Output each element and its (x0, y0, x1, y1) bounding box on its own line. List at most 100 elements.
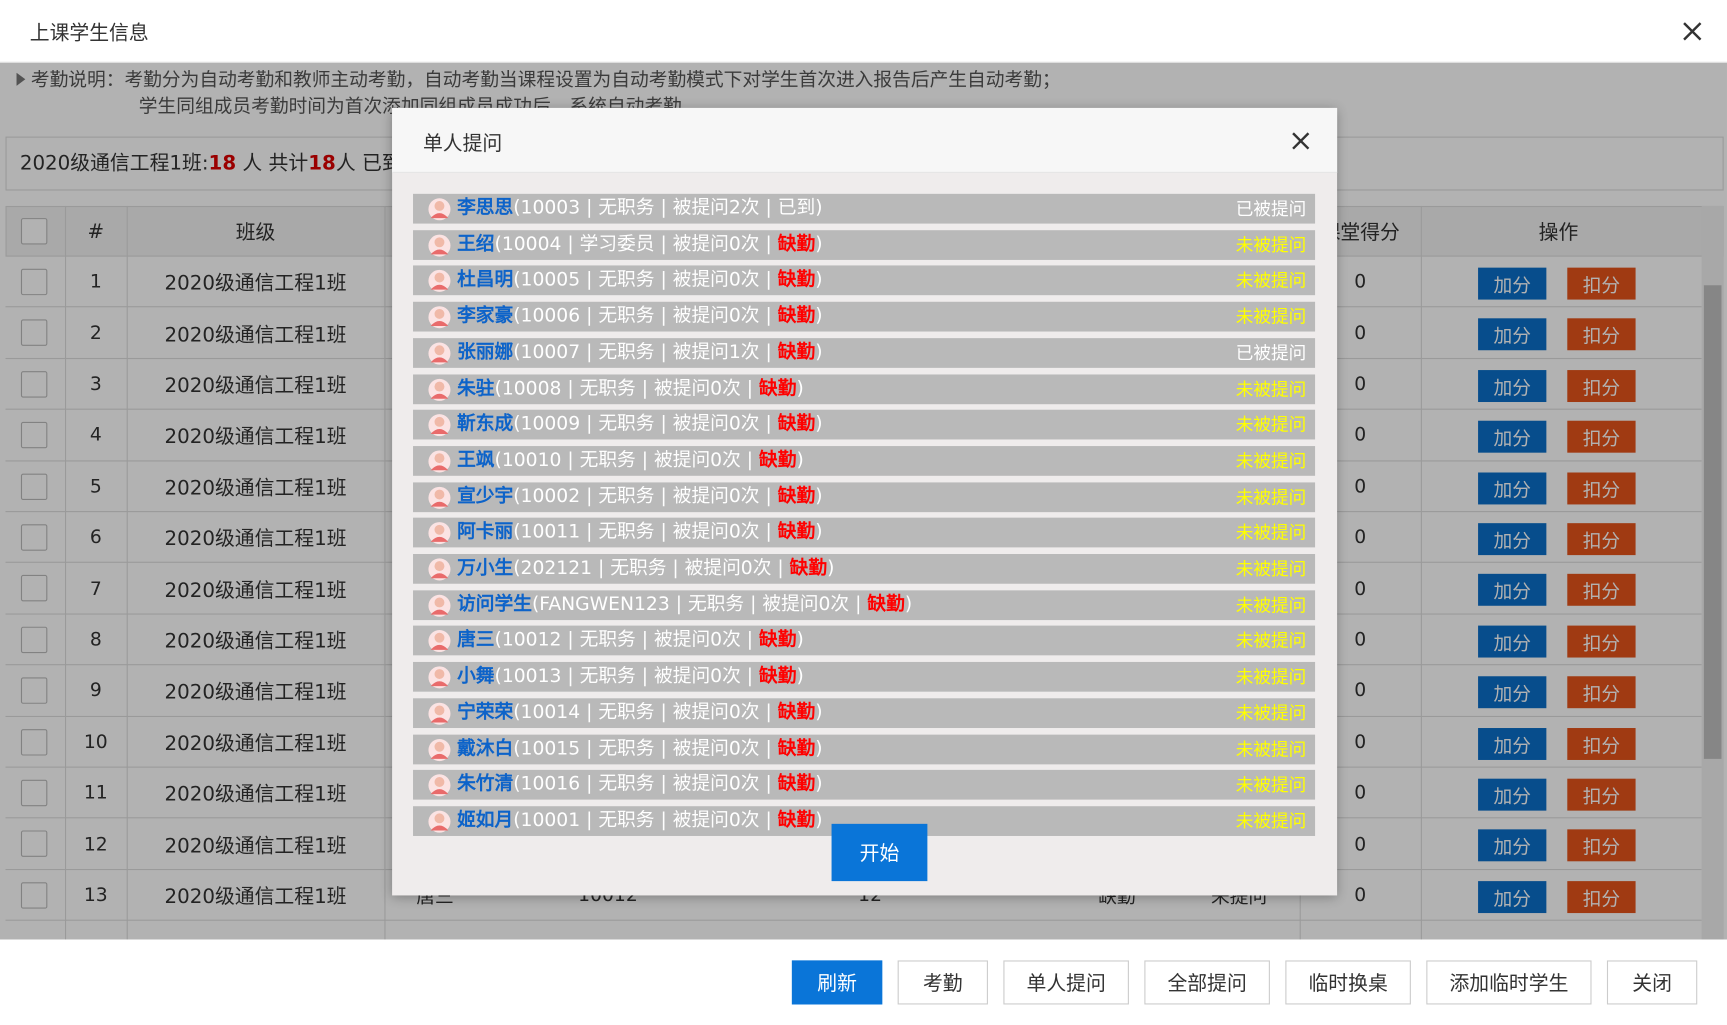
start-button[interactable]: 开始 (831, 823, 928, 882)
add-button[interactable]: 加分 (1478, 472, 1547, 504)
footer-button[interactable]: 全部提问 (1144, 960, 1270, 1005)
student-item[interactable]: 宁荣荣(10014 | 无职务 | 被提问0次 | 缺勤) 未被提问 (413, 698, 1316, 728)
student-item[interactable]: 张丽娜(10007 | 无职务 | 被提问1次 | 缺勤) 已被提问 (413, 337, 1316, 368)
deduct-button[interactable]: 扣分 (1567, 574, 1636, 607)
checkbox[interactable] (20, 779, 48, 807)
row-index: 1 (89, 271, 102, 294)
student-detail: (10013 | 无职务 | 被提问0次 | (494, 665, 760, 688)
footer-button[interactable]: 单人提问 (1003, 960, 1129, 1005)
add-button[interactable]: 加分 (1478, 318, 1547, 351)
student-item[interactable]: 戴沐白(10015 | 无职务 | 被提问0次 | 缺勤) 未被提问 (413, 734, 1316, 764)
deduct-button[interactable]: 扣分 (1567, 676, 1636, 709)
add-button[interactable]: 加分 (1478, 523, 1547, 556)
scroll-thumb[interactable] (1703, 285, 1722, 759)
row-index: 3 (89, 373, 102, 396)
student-item[interactable]: 朱竹清(10016 | 无职务 | 被提问0次 | 缺勤) 未被提问 (413, 770, 1316, 800)
add-button[interactable]: 加分 (1478, 778, 1547, 811)
notice-arrow (15, 72, 26, 91)
deduct-button[interactable]: 扣分 (1567, 829, 1636, 862)
deduct-button[interactable]: 扣分 (1567, 880, 1636, 913)
avatar (428, 774, 451, 797)
checkbox[interactable] (20, 575, 48, 602)
student-item[interactable]: 小舞(10013 | 无职务 | 被提问0次 | 缺勤) 未被提问 (413, 662, 1316, 692)
close-button[interactable] (1682, 21, 1703, 42)
add-button[interactable]: 加分 (1478, 625, 1547, 658)
question-state: 未被提问 (1235, 738, 1307, 760)
footer-button[interactable]: 关闭 (1606, 960, 1698, 1005)
deduct-button[interactable]: 扣分 (1567, 625, 1636, 658)
question-state: 未被提问 (1235, 486, 1307, 508)
class-name: 2020级通信工程1班 (164, 885, 347, 909)
add-button[interactable]: 加分 (1478, 420, 1547, 453)
add-button[interactable]: 加分 (1478, 574, 1547, 607)
student-name: 王绍 (457, 233, 495, 256)
deduct-button[interactable]: 扣分 (1567, 420, 1636, 453)
student-item[interactable]: 王飒(10010 | 无职务 | 被提问0次 | 缺勤) 未被提问 (413, 445, 1316, 476)
modal-title: 单人提问 (422, 132, 503, 156)
column-header: 班级 (235, 221, 276, 245)
student-item[interactable]: 万小生(202121 | 无职务 | 被提问0次 | 缺勤) 未被提问 (413, 554, 1316, 584)
column-divider (384, 205, 386, 940)
score: 0 (1354, 782, 1367, 805)
add-button[interactable]: 加分 (1478, 880, 1547, 913)
add-button[interactable]: 加分 (1478, 676, 1547, 709)
student-detail: ) (815, 485, 823, 508)
deduct-button[interactable]: 扣分 (1567, 523, 1636, 556)
column-divider (126, 205, 128, 940)
question-state: 已被提问 (1235, 198, 1307, 220)
student-detail: ) (796, 629, 804, 652)
checkbox[interactable] (20, 319, 48, 347)
footer-button[interactable]: 考勤 (897, 960, 988, 1005)
checkbox[interactable] (20, 677, 48, 705)
student-detail: ) (796, 377, 804, 400)
student-item[interactable]: 李思思(10003 | 无职务 | 被提问2次 | 已到) 已被提问 (413, 193, 1316, 224)
row-index: 10 (83, 731, 108, 754)
class-name: 2020级通信工程1班 (164, 732, 347, 756)
checkbox[interactable] (20, 830, 48, 858)
deduct-button[interactable]: 扣分 (1567, 778, 1636, 811)
student-item[interactable]: 李家豪(10006 | 无职务 | 被提问0次 | 缺勤) 未被提问 (413, 301, 1316, 332)
add-button[interactable]: 加分 (1478, 369, 1547, 402)
attendance-status: 缺勤 (777, 737, 816, 760)
checkbox[interactable] (20, 370, 48, 398)
student-item[interactable]: 访问学生(FANGWEN123 | 无职务 | 被提问0次 | 缺勤) 未被提问 (413, 590, 1316, 620)
student-item[interactable]: 唐三(10012 | 无职务 | 被提问0次 | 缺勤) 未被提问 (413, 626, 1316, 656)
question-state: 未被提问 (1235, 810, 1307, 832)
add-button[interactable]: 加分 (1478, 829, 1547, 862)
checkbox[interactable] (20, 473, 48, 500)
student-item[interactable]: 姬如月(10001 | 无职务 | 被提问0次 | 缺勤) 未被提问 (413, 806, 1316, 836)
footer-button[interactable]: 临时换桌 (1285, 960, 1411, 1005)
checkbox[interactable] (20, 268, 48, 296)
deduct-button[interactable]: 扣分 (1567, 318, 1636, 351)
notice-text: 考勤分为自动考勤和教师主动考勤，自动考勤当课程设置为自动考勤模式下对学生首次进入… (124, 69, 1061, 92)
row-index: 12 (83, 833, 108, 856)
checkbox[interactable] (20, 524, 48, 551)
deduct-button[interactable]: 扣分 (1567, 472, 1636, 504)
deduct-button[interactable]: 扣分 (1567, 369, 1636, 402)
student-detail: (10015 | 无职务 | 被提问0次 | (513, 737, 778, 760)
modal-close[interactable] (1291, 131, 1311, 151)
avatar (428, 414, 451, 437)
student-item[interactable]: 宣少宇(10002 | 无职务 | 被提问0次 | 缺勤) 未被提问 (413, 481, 1316, 512)
student-item[interactable]: 王绍(10004 | 学习委员 | 被提问0次 | 缺勤) 未被提问 (413, 229, 1316, 260)
checkbox[interactable] (20, 881, 48, 909)
attendance-status: 已到 (777, 197, 816, 220)
student-item[interactable]: 靳东成(10009 | 无职务 | 被提问0次 | 缺勤) 未被提问 (413, 409, 1316, 440)
footer-button[interactable]: 添加临时学生 (1426, 960, 1592, 1005)
checkbox[interactable] (20, 422, 48, 449)
add-button[interactable]: 加分 (1478, 727, 1547, 760)
footer-button[interactable]: 刷新 (791, 960, 883, 1005)
student-item[interactable]: 杜昌明(10005 | 无职务 | 被提问0次 | 缺勤) 未被提问 (413, 265, 1316, 296)
deduct-button[interactable]: 扣分 (1567, 267, 1636, 300)
add-button[interactable]: 加分 (1478, 267, 1547, 300)
column-divider (1420, 205, 1422, 940)
attendance-status: 缺勤 (759, 377, 797, 400)
checkbox[interactable] (20, 218, 48, 245)
deduct-button[interactable]: 扣分 (1567, 727, 1636, 760)
student-item[interactable]: 阿卡丽(10011 | 无职务 | 被提问0次 | 缺勤) 未被提问 (413, 517, 1316, 548)
checkbox[interactable] (20, 728, 48, 756)
checkbox[interactable] (20, 626, 48, 653)
student-item[interactable]: 朱驻(10008 | 无职务 | 被提问0次 | 缺勤) 未被提问 (413, 373, 1316, 404)
student-name: 阿卡丽 (457, 521, 514, 544)
